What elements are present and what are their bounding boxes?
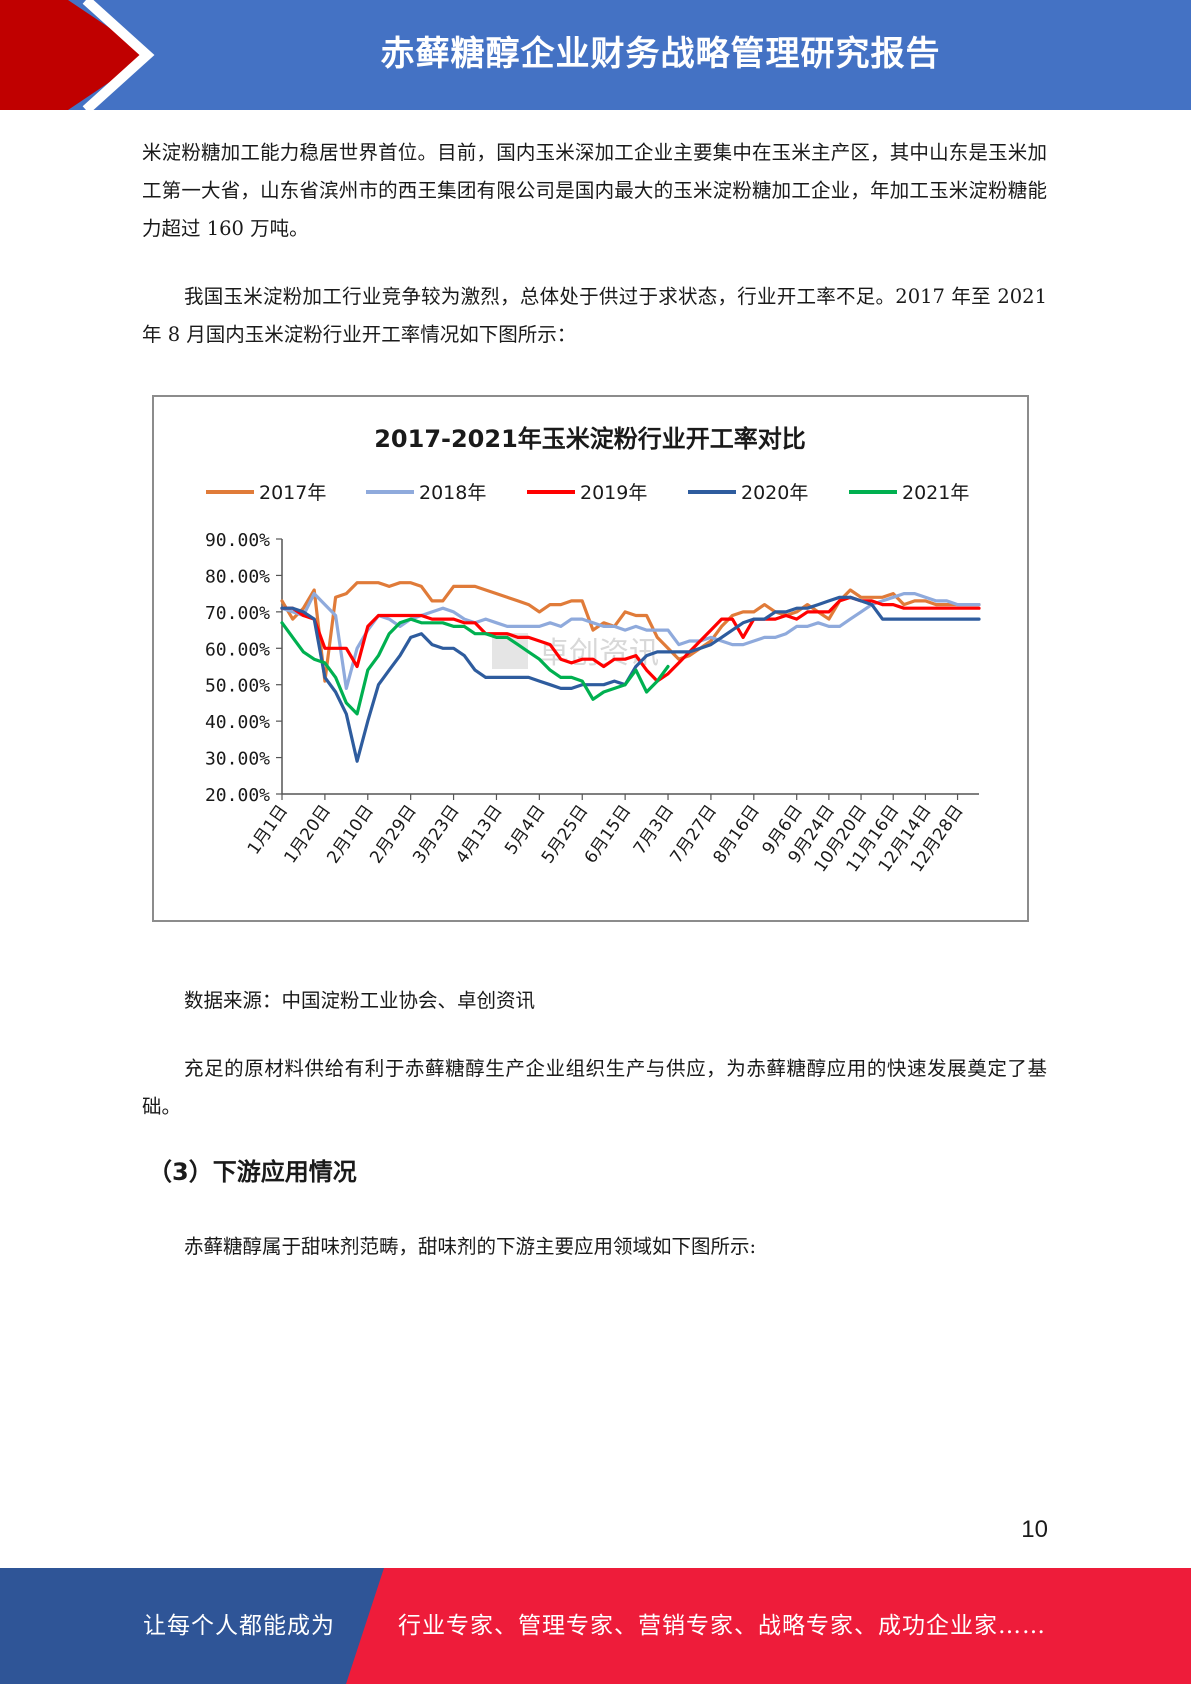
footer-red-band: [346, 1568, 1191, 1684]
footer-slogan-right: 行业专家、管理专家、营销专家、战略专家、成功企业家……: [398, 1613, 1046, 1639]
data-source: 数据来源：中国淀粉工业协会、卓创资讯: [184, 989, 536, 1012]
paragraph-2: 我国玉米淀粉加工行业竞争较为激烈，总体处于供过于求状态，行业开工率不足。2017…: [142, 285, 1047, 346]
y-tick-label: 90.00%: [205, 530, 270, 551]
legend-label-2017: 2017年: [259, 482, 326, 504]
y-tick-label: 20.00%: [205, 785, 270, 806]
page-header: 赤藓糖醇企业财务战略管理研究报告: [0, 0, 1191, 110]
legend-label-2019: 2019年: [580, 482, 647, 504]
paragraph-1: 米淀粉糖加工能力稳居世界首位。目前，国内玉米深加工企业主要集中在玉米主产区，其中…: [142, 141, 1047, 240]
footer-decoration: [0, 1568, 1191, 1684]
page-footer: 让每个人都能成为 行业专家、管理专家、营销专家、战略专家、成功企业家……: [0, 1568, 1191, 1684]
legend-label-2021: 2021年: [902, 482, 969, 504]
legend-label-2018: 2018年: [419, 482, 486, 504]
chart-frame: 2017-2021年玉米淀粉行业开工率对比 2017年 2018年 2019年 2020…: [152, 395, 1029, 922]
y-tick-label: 30.00%: [205, 749, 270, 770]
series-line-2017: [280, 581, 981, 683]
header-title: 赤藓糖醇企业财务战略管理研究报告: [380, 34, 941, 74]
y-tick-label: 50.00%: [205, 676, 270, 697]
y-tick-label: 60.00%: [205, 639, 270, 660]
paragraph-3: 充足的原材料供给有利于赤藓糖醇生产企业组织生产与供应，为赤藓糖醇应用的快速发展奠…: [142, 1057, 1047, 1118]
series-line-2021: [280, 617, 670, 716]
header-white-chevron-stroke: [82, 0, 155, 110]
y-tick-label: 70.00%: [205, 603, 270, 624]
paragraph-4: 赤藓糖醇属于甜味剂范畴，甜味剂的下游主要应用领域如下图所示:: [184, 1235, 757, 1258]
chart-title: 2017-2021年玉米淀粉行业开工率对比: [374, 425, 806, 453]
header-red-chevron: [0, 0, 150, 110]
header-decoration: [0, 0, 155, 110]
legend-label-2020: 2020年: [741, 482, 808, 504]
footer-slogan-left: 让每个人都能成为: [143, 1613, 335, 1639]
page-number: 10: [1021, 1516, 1048, 1543]
line-chart: 2017-2021年玉米淀粉行业开工率对比 2017年 2018年 2019年 2020…: [205, 425, 981, 876]
y-tick-label: 40.00%: [205, 712, 270, 733]
y-tick-label: 80.00%: [205, 566, 270, 587]
section-heading: （3）下游应用情况: [148, 1158, 357, 1186]
